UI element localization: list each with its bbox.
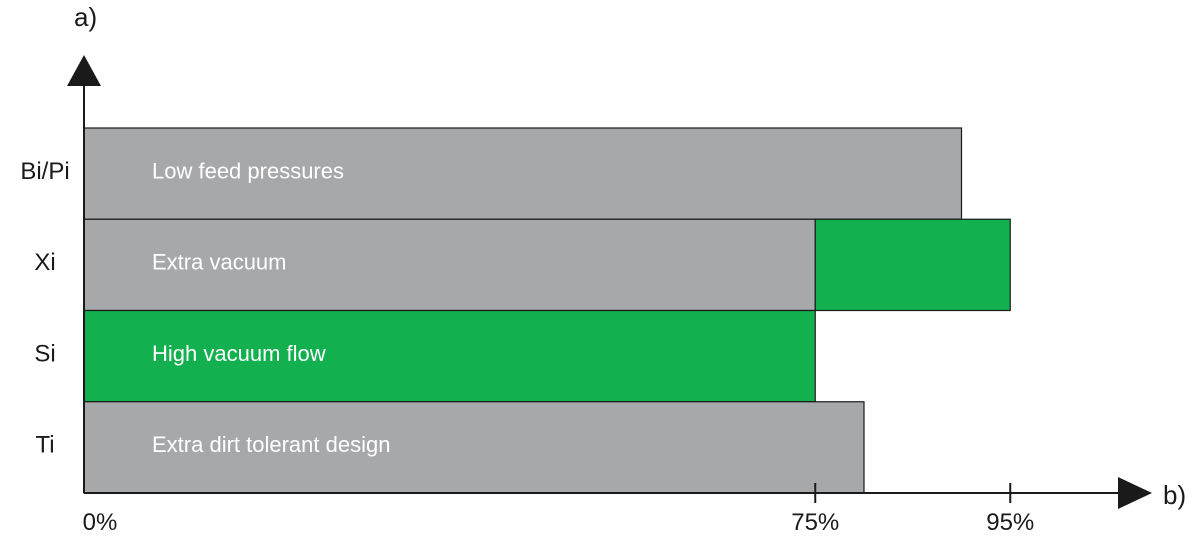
bar-segment xyxy=(83,309,816,403)
bar-label: Extra vacuum xyxy=(152,250,287,275)
bars-layer xyxy=(83,127,1011,494)
y-axis-label: a) xyxy=(74,2,97,32)
bar-label: Low feed pressures xyxy=(152,158,344,183)
x-tick-label: 0% xyxy=(83,509,118,536)
ticks-layer: 0% 75% 95% xyxy=(83,483,1034,536)
x-tick-label: 95% xyxy=(986,509,1034,536)
bar-label: High vacuum flow xyxy=(152,341,326,366)
bar-segment xyxy=(83,127,963,220)
category-label: Xi xyxy=(34,249,55,276)
category-label: Si xyxy=(34,340,55,367)
bar-segment xyxy=(814,218,1011,312)
bar-segment xyxy=(83,218,816,312)
bar-label: Extra dirt tolerant design xyxy=(152,432,390,457)
axes-layer: a) b) xyxy=(67,2,1186,510)
category-label: Ti xyxy=(35,432,54,459)
bar-labels-layer: Low feed pressures Extra vacuum High vacuu… xyxy=(152,158,390,457)
x-axis-label: b) xyxy=(1163,480,1186,510)
bar-segment xyxy=(83,401,865,494)
y-axis-arrow-icon xyxy=(67,55,101,86)
x-tick-label: 75% xyxy=(791,509,839,536)
category-labels-layer: Bi/Pi Xi Si Ti xyxy=(20,158,69,459)
x-axis-arrow-icon xyxy=(1118,477,1152,509)
category-label: Bi/Pi xyxy=(20,158,69,185)
